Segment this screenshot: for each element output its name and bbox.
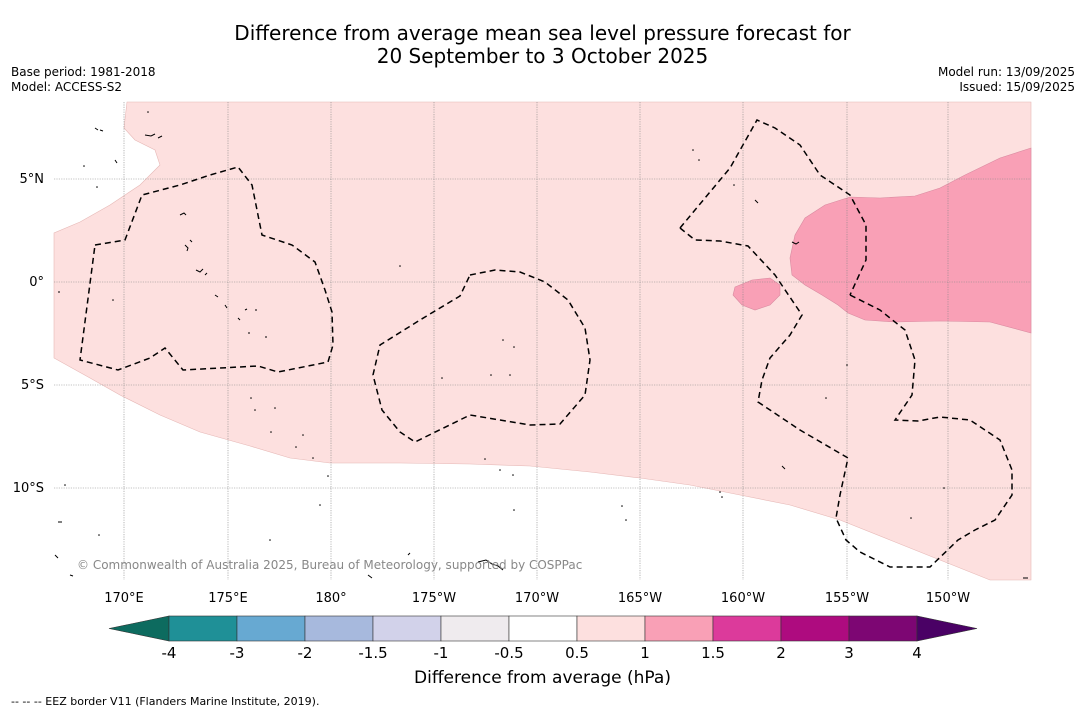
colorbar-tick-label: -1.5 [358,644,387,662]
model-run: Model run: 13/09/2025 [937,65,1075,79]
colorbar-tick-label: 4 [912,644,922,662]
colorbar-tick-label: 3 [844,644,854,662]
island [214,294,241,321]
eez-border-east-north [679,119,867,296]
colorbar-label: Difference from average (hPa) [414,668,671,688]
colorbar-tick-label: 1.5 [701,644,725,662]
colorbar-segment [508,615,578,642]
issued-date: Issued: 15/09/2025 [959,80,1075,94]
model-name: Model: ACCESS-S2 [11,80,123,94]
longitude-label: 175°E [208,591,248,606]
eez-border-west [79,166,334,373]
colorbar-tick-label: 2 [776,644,786,662]
colorbar-segment [848,615,918,642]
latitude-labels: 5°N 0° 5°S 10°S [13,172,44,496]
longitude-label: 180° [315,591,346,606]
colorbar-segment [372,615,442,642]
eez-borders [79,119,1013,568]
anomaly-band-0-5-to-1 [53,101,1032,581]
island [195,268,208,276]
island [244,308,267,338]
latitude-label: 0° [29,275,44,290]
islands [54,127,1028,579]
colorbar-segment [712,615,782,642]
latitude-label: 10°S [13,481,44,496]
longitude-label: 165°W [618,591,662,606]
base-period: Base period: 1981-2018 [11,65,156,79]
colorbar-tick-label: 0.5 [565,644,589,662]
longitude-label: 150°W [926,591,970,606]
island [144,133,163,139]
colorbar-segment [440,615,510,642]
latitude-label: 5°N [20,172,45,187]
latitude-label: 5°S [21,378,44,393]
island [114,159,118,164]
longitude-label: 160°W [721,591,765,606]
longitude-labels: 170°E 175°E 180° 175°W 170°W 165°W 160°W 155°W 1… [104,591,970,606]
colorbar-tick-label: 1 [640,644,650,662]
eez-footnote: -- -- -- EEZ border V11 (Flanders Marine… [11,695,320,708]
map-panel [53,101,1032,581]
colorbar-segment [644,615,714,642]
colorbar-segment [576,615,646,642]
colorbar-tick-label: -1 [434,644,449,662]
island [54,521,74,577]
longitude-label: 155°W [825,591,869,606]
island [94,127,104,132]
island [477,559,504,571]
colorbar-over-arrow [916,615,978,642]
longitude-label: 175°W [412,591,456,606]
longitude-label: 170°W [515,591,559,606]
colorbar-under-arrow [108,615,170,642]
island [781,465,786,470]
island [791,241,800,245]
island [367,552,411,579]
colorbar-segment [304,615,374,642]
title-line-1: Difference from average mean sea level p… [234,21,851,45]
map-title: Difference from average mean sea level p… [0,22,1085,68]
eez-border-central [372,269,591,443]
colorbar-segment [236,615,306,642]
graticule [54,102,1031,580]
island [179,212,187,216]
anomaly-blob-1-to-1-5 [732,277,781,311]
atoll-dots [64,111,945,541]
title-line-2: 20 September to 3 October 2025 [376,44,709,68]
colorbar-tick-label: -0.5 [494,644,523,662]
eez-border-east-south [835,294,1013,568]
colorbar: -4 -3 -2 -1.5 -1 -0.5 0.5 1 1.5 2 3 4 [108,615,978,662]
colorbar-segment [168,615,238,642]
island [754,199,759,204]
colorbar-tick-label: -2 [298,644,313,662]
longitude-label: 170°E [104,591,144,606]
island [184,239,193,252]
meta-left: Base period: 1981-2018 Model: ACCESS-S2 [11,65,156,95]
colorbar-tick-label: -3 [230,644,245,662]
colorbar-tick-label: -4 [162,644,177,662]
copyright-notice: © Commonwealth of Australia 2025, Bureau… [77,558,583,572]
anomaly-band-1-to-1-5 [789,147,1032,334]
colorbar-segment [780,615,850,642]
meta-right: Model run: 13/09/2025 Issued: 15/09/2025 [938,65,1075,95]
